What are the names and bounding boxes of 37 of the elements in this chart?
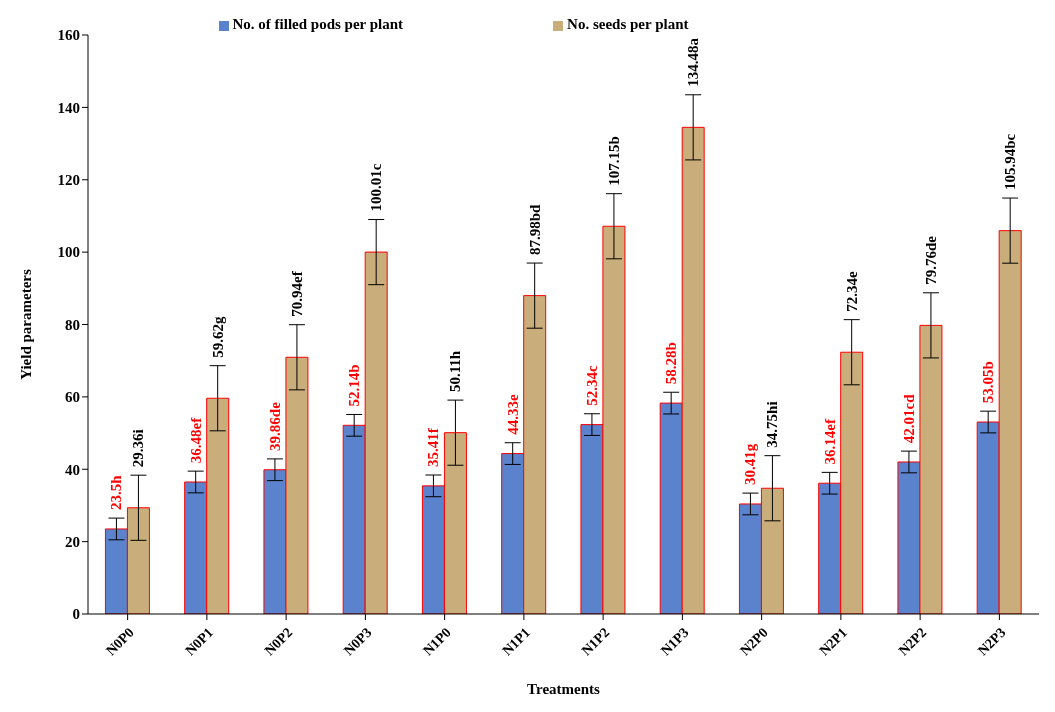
- data-label: 72.34e: [843, 270, 860, 312]
- data-label: 34.75hi: [764, 401, 781, 448]
- y-tick-label: 120: [57, 172, 80, 189]
- data-label: 36.48ef: [187, 416, 204, 464]
- data-label: 52.34c: [583, 364, 600, 406]
- data-label: 79.76de: [922, 235, 939, 285]
- y-tick-label: 160: [57, 27, 80, 44]
- data-label: 29.36i: [130, 429, 147, 468]
- data-label: 30.41g: [742, 443, 759, 486]
- data-label: 87.98bd: [526, 203, 543, 256]
- x-axis-title: Treatments: [527, 681, 601, 697]
- data-label: 107.15b: [605, 136, 622, 186]
- data-label: 70.94ef: [288, 270, 305, 317]
- data-label: 50.11h: [447, 350, 464, 393]
- data-label: 42.01cd: [900, 393, 917, 444]
- data-label: 58.28b: [663, 342, 680, 385]
- data-label: 53.05b: [980, 361, 997, 404]
- y-tick-label: 20: [65, 533, 80, 550]
- data-label: 52.14b: [346, 364, 363, 407]
- data-label: 44.33e: [504, 393, 521, 435]
- legend-label: No. of filled pods per plant: [232, 16, 404, 32]
- data-label: 36.14ef: [821, 417, 838, 465]
- data-label: 35.41f: [425, 427, 442, 467]
- data-label: 134.48a: [685, 37, 702, 87]
- data-label: 23.5h: [108, 474, 125, 511]
- y-tick-label: 60: [65, 389, 80, 406]
- data-label: 39.86de: [266, 401, 283, 451]
- y-tick-label: 40: [65, 461, 80, 478]
- data-label: 100.01c: [368, 163, 385, 212]
- y-tick-label: 0: [72, 606, 80, 623]
- data-label: 59.62g: [209, 315, 226, 358]
- y-axis-title: Yield parameters: [18, 269, 35, 380]
- data-label: 105.94bc: [1002, 133, 1019, 191]
- y-tick-label: 140: [57, 99, 80, 116]
- legend-label: No. seeds per plant: [567, 16, 689, 32]
- y-tick-label: 100: [57, 244, 80, 261]
- y-tick-label: 80: [65, 316, 80, 333]
